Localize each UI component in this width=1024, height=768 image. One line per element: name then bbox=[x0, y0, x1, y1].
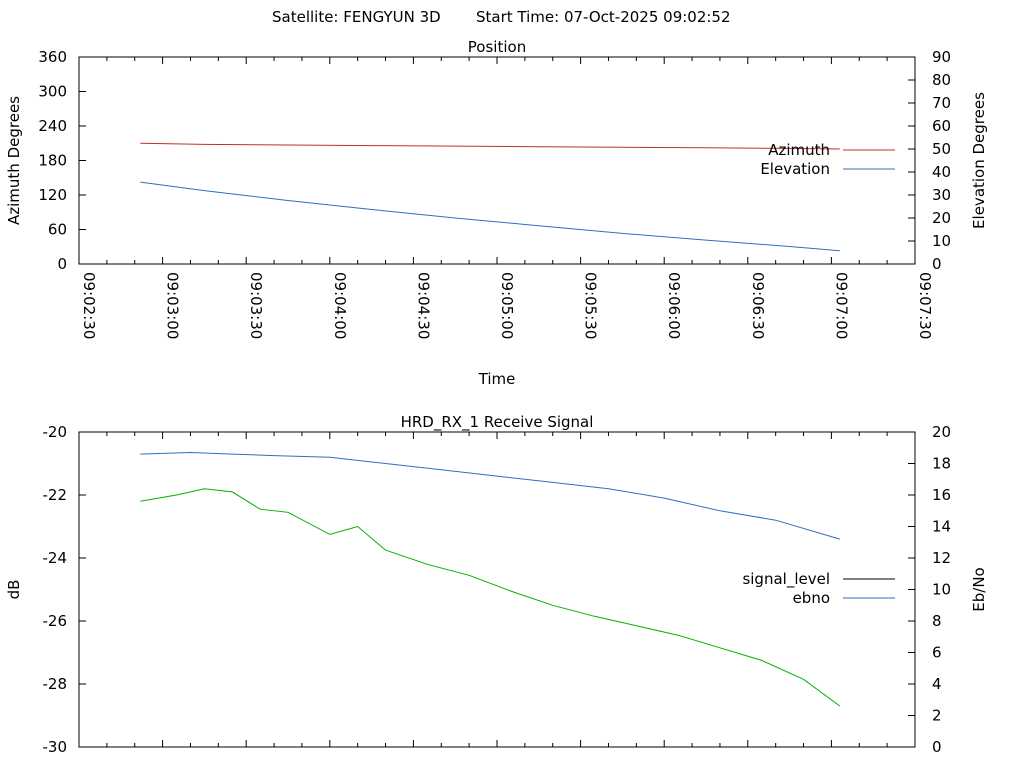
y2-tick-label: 4 bbox=[932, 675, 942, 693]
y2-tick-label: 10 bbox=[932, 581, 951, 599]
y-tick-label: 120 bbox=[38, 186, 67, 204]
satellite-label: Satellite: FENGYUN 3D bbox=[272, 8, 441, 26]
y2-tick-label: 0 bbox=[932, 255, 942, 273]
y-tick-label: -22 bbox=[43, 486, 68, 504]
x-tick-label: 09:05:30 bbox=[582, 272, 600, 339]
y2-tick-label: 0 bbox=[932, 738, 942, 756]
y2-tick-label: 50 bbox=[932, 140, 951, 158]
x-tick-label: 09:02:30 bbox=[80, 272, 98, 339]
y-tick-label: -28 bbox=[43, 675, 68, 693]
x-tick-label: 09:07:00 bbox=[832, 272, 850, 339]
y-tick-label: -30 bbox=[43, 738, 68, 756]
x-tick-label: 09:04:30 bbox=[414, 272, 432, 339]
legend-label: Elevation bbox=[760, 160, 830, 178]
y2-axis-label: Elevation Degrees bbox=[970, 92, 988, 229]
y2-tick-label: 20 bbox=[932, 209, 951, 227]
y2-tick-label: 10 bbox=[932, 232, 951, 250]
y2-tick-label: 14 bbox=[932, 518, 951, 536]
series-line-Elevation bbox=[140, 181, 840, 252]
y2-tick-label: 80 bbox=[932, 71, 951, 89]
x-tick-label: 09:03:30 bbox=[247, 272, 265, 339]
x-axis-label: Time bbox=[478, 370, 516, 388]
y-tick-label: 300 bbox=[38, 83, 67, 101]
plot-frame bbox=[78, 431, 916, 748]
start-time-label: Start Time: 07-Oct-2025 09:02:52 bbox=[476, 8, 731, 26]
y-tick-label: 180 bbox=[38, 152, 67, 170]
legend-label: ebno bbox=[793, 589, 830, 607]
x-tick-label: 09:06:00 bbox=[665, 272, 683, 339]
y2-tick-label: 8 bbox=[932, 612, 942, 630]
y2-tick-label: 90 bbox=[932, 48, 951, 66]
y2-tick-label: 6 bbox=[932, 644, 942, 662]
y-tick-label: 360 bbox=[38, 48, 67, 66]
x-tick-label: 09:03:00 bbox=[164, 272, 182, 339]
y-tick-label: -20 bbox=[43, 423, 68, 441]
y2-tick-label: 16 bbox=[932, 486, 951, 504]
y2-tick-label: 60 bbox=[932, 117, 951, 135]
x-tick-label: 09:05:00 bbox=[498, 272, 516, 339]
x-tick-label: 09:04:00 bbox=[331, 272, 349, 339]
legend-label: signal_level bbox=[742, 570, 830, 589]
series-line-Azimuth bbox=[140, 142, 840, 150]
legend-label: Azimuth bbox=[768, 141, 830, 159]
y2-tick-label: 20 bbox=[932, 423, 951, 441]
y2-tick-label: 30 bbox=[932, 186, 951, 204]
x-tick-label: 09:07:30 bbox=[916, 272, 934, 339]
y-axis-label: Azimuth Degrees bbox=[5, 96, 23, 225]
y-tick-label: -24 bbox=[43, 549, 68, 567]
y-tick-label: 240 bbox=[38, 117, 67, 135]
y2-tick-label: 70 bbox=[932, 94, 951, 112]
y-tick-label: -26 bbox=[43, 612, 68, 630]
y2-tick-label: 12 bbox=[932, 549, 951, 567]
chart-title: HRD_RX_1 Receive Signal bbox=[401, 413, 594, 432]
y2-axis-label: Eb/No bbox=[970, 567, 988, 611]
y-tick-label: 60 bbox=[48, 221, 67, 239]
y-axis-label: dB bbox=[5, 580, 23, 600]
x-tick-label: 09:06:30 bbox=[749, 272, 767, 339]
y2-tick-label: 18 bbox=[932, 455, 951, 473]
series-line-ebno bbox=[140, 451, 840, 540]
chart-title: Position bbox=[468, 38, 526, 56]
y2-tick-label: 40 bbox=[932, 163, 951, 181]
y-tick-label: 0 bbox=[57, 255, 67, 273]
y2-tick-label: 2 bbox=[932, 707, 942, 725]
series-line-series-2 bbox=[140, 488, 841, 707]
